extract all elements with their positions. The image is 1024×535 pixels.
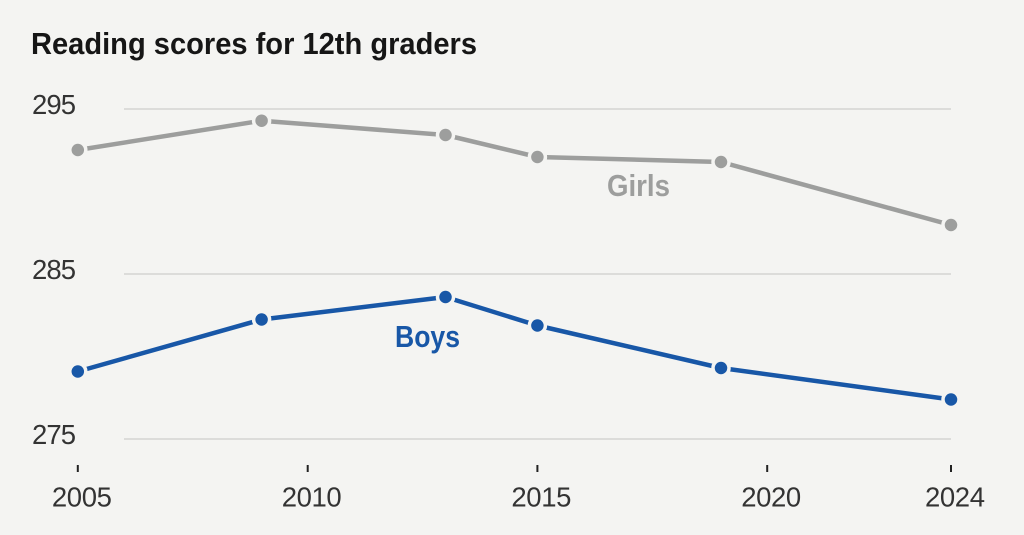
svg-text:2005: 2005 <box>52 482 112 513</box>
svg-text:2020: 2020 <box>741 482 801 513</box>
svg-text:Reading scores for 12th grader: Reading scores for 12th graders <box>31 27 477 61</box>
svg-text:2024: 2024 <box>925 482 985 513</box>
svg-text:2015: 2015 <box>511 482 571 513</box>
svg-text:Girls: Girls <box>607 168 670 203</box>
svg-text:275: 275 <box>32 419 76 450</box>
svg-text:2010: 2010 <box>282 482 342 513</box>
svg-text:295: 295 <box>32 89 76 120</box>
svg-text:Boys: Boys <box>395 319 460 354</box>
svg-text:285: 285 <box>32 254 76 285</box>
